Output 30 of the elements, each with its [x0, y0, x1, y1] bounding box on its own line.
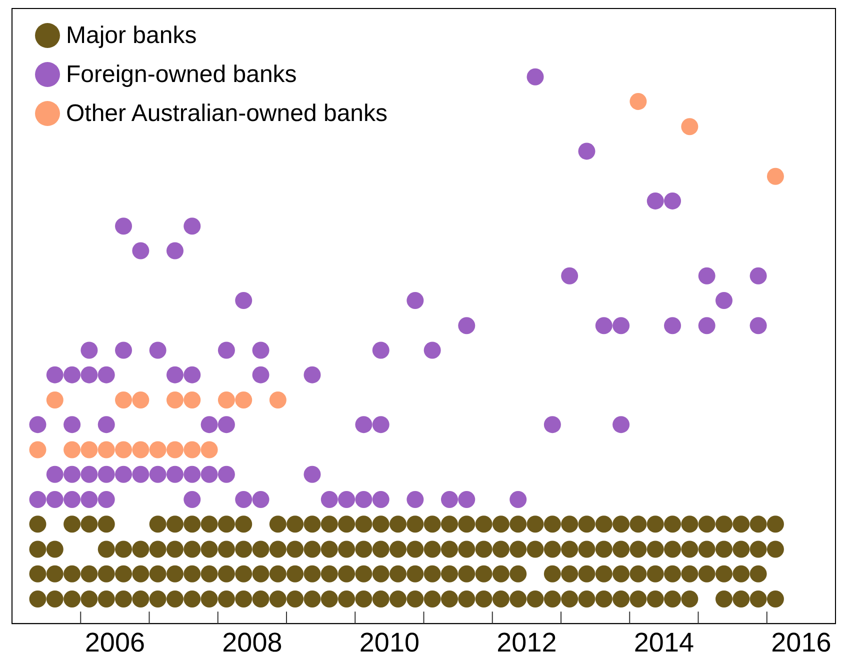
point	[235, 391, 252, 408]
x-tick-label: 2016	[771, 627, 832, 658]
point	[80, 441, 98, 458]
point	[630, 92, 647, 110]
point	[132, 441, 150, 458]
point	[29, 441, 46, 458]
point	[115, 441, 132, 458]
point	[200, 441, 218, 458]
x-tick-label: 2006	[84, 627, 145, 658]
x-tick-label: 2010	[359, 627, 420, 658]
point	[98, 441, 115, 458]
point	[766, 168, 784, 185]
point	[132, 391, 150, 408]
point	[184, 391, 201, 408]
x-tick-label: 2008	[222, 627, 282, 658]
point	[166, 391, 184, 408]
point	[166, 441, 184, 458]
point	[46, 391, 64, 408]
point	[269, 391, 286, 408]
legend-label: Major banks	[66, 21, 197, 51]
x-tick-label: 2012	[496, 627, 557, 658]
point	[184, 441, 201, 458]
legend-label: Foreign-owned banks	[66, 60, 297, 90]
point	[149, 441, 166, 458]
point	[681, 118, 698, 136]
point	[218, 391, 235, 408]
point	[115, 391, 132, 408]
point	[64, 441, 81, 458]
legend-label: Other Australian-owned banks	[66, 99, 388, 129]
x-tick-label: 2014	[634, 627, 694, 658]
